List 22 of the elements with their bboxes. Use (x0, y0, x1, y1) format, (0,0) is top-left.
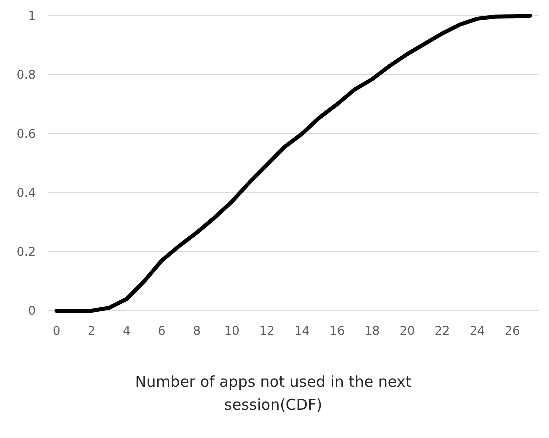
x-tick-label: 4 (123, 324, 131, 338)
x-tick-label: 12 (260, 324, 275, 338)
x-tick-label: 8 (193, 324, 201, 338)
y-tick-label: 0 (28, 304, 36, 318)
x-tick-label: 20 (400, 324, 416, 338)
x-tick-label: 14 (294, 324, 310, 338)
y-tick-label: 0.8 (16, 68, 36, 82)
x-tick-label: 18 (364, 324, 380, 338)
x-axis-title: Number of apps not used in the next session(CDF) (135, 373, 412, 414)
x-tick-label: 22 (434, 324, 450, 338)
x-tick-label: 24 (470, 324, 486, 338)
y-tick-label: 0.4 (16, 186, 36, 200)
x-tick-label: 26 (505, 324, 520, 338)
x-tick-label: 10 (224, 324, 240, 338)
y-tick-label: 0.2 (16, 245, 36, 260)
x-tick-label: 0 (52, 324, 61, 338)
y-tick-label: 0.6 (16, 127, 36, 142)
x-tick-label: 2 (88, 324, 96, 338)
line-series (54, 14, 532, 313)
x-tick-label: 16 (330, 324, 345, 338)
x-tick-label: 6 (158, 324, 166, 338)
y-tick-label: 1 (28, 9, 36, 24)
